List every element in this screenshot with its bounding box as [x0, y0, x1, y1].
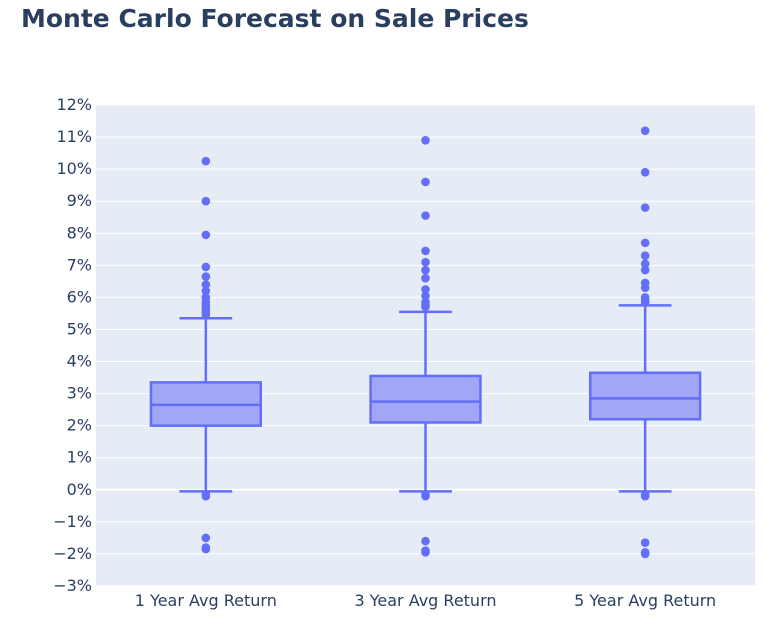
x-tick-label: 1 Year Avg Return	[135, 591, 277, 610]
y-tick-label: 3%	[67, 384, 92, 403]
outlier-point	[201, 280, 211, 289]
box-series	[369, 135, 482, 557]
outlier-point	[640, 126, 650, 135]
y-tick-label: 1%	[67, 448, 92, 467]
outlier-point	[640, 168, 650, 177]
outlier-point	[201, 491, 211, 501]
y-tick-label: 11%	[56, 127, 92, 146]
outlier-point	[421, 491, 430, 501]
outlier-point	[201, 286, 211, 296]
y-axis-ticks: 12% 11% 10% 9% 8% 7% 6% 5% 4% 3% 2% 1% 0% −1% −2% −3%	[53, 95, 92, 595]
outlier-point	[640, 491, 650, 501]
outlier-point	[201, 156, 211, 166]
x-axis-ticks: 1 Year Avg Return 3 Year Avg Return 5 Year…	[135, 591, 716, 610]
outlier-point	[640, 297, 650, 307]
outlier-point	[421, 246, 430, 256]
outlier-point	[201, 544, 211, 554]
y-tick-label: 9%	[67, 191, 92, 210]
outlier-point	[421, 536, 430, 546]
outlier-point	[640, 549, 650, 559]
outlier-point	[640, 265, 650, 275]
iqr-box	[369, 374, 482, 424]
x-tick-label: 3 Year Avg Return	[354, 591, 496, 610]
y-tick-label: 5%	[67, 319, 92, 338]
box-series	[589, 126, 702, 559]
x-tick-label: 5 Year Avg Return	[574, 591, 716, 610]
y-tick-label: −2%	[53, 544, 92, 563]
outlier-point	[201, 262, 211, 272]
outlier-point	[421, 302, 430, 312]
outlier-point	[201, 533, 211, 543]
outlier-point	[201, 196, 211, 206]
box-series	[149, 156, 263, 554]
y-tick-label: 4%	[67, 352, 92, 371]
outlier-point	[201, 272, 211, 281]
outlier-point	[421, 257, 430, 267]
outlier-point	[640, 538, 650, 548]
outlier-point	[640, 283, 650, 293]
y-tick-label: −1%	[53, 512, 92, 531]
outlier-point	[421, 265, 430, 275]
y-tick-label: 12%	[56, 95, 92, 114]
outlier-point	[421, 273, 430, 283]
y-tick-label: 2%	[67, 416, 92, 435]
iqr-box	[589, 371, 702, 421]
y-tick-label: 10%	[56, 159, 92, 178]
outlier-point	[640, 203, 650, 212]
y-tick-label: 0%	[67, 480, 92, 499]
outlier-point	[421, 135, 430, 145]
outlier-point	[421, 285, 430, 294]
outlier-point	[640, 251, 650, 261]
outlier-point	[201, 310, 211, 320]
outlier-point	[640, 259, 650, 269]
outlier-point	[421, 548, 430, 557]
y-tick-label: −3%	[53, 576, 92, 595]
y-tick-label: 7%	[67, 255, 92, 274]
boxes	[149, 126, 702, 559]
outlier-point	[640, 238, 650, 248]
outlier-point	[201, 230, 211, 240]
outlier-point	[421, 291, 430, 301]
outlier-point	[421, 177, 430, 187]
chart-title: Monte Carlo Forecast on Sale Prices	[21, 4, 529, 33]
y-tick-label: 8%	[67, 223, 92, 242]
outlier-point	[421, 211, 430, 220]
y-tick-label: 6%	[67, 287, 92, 306]
